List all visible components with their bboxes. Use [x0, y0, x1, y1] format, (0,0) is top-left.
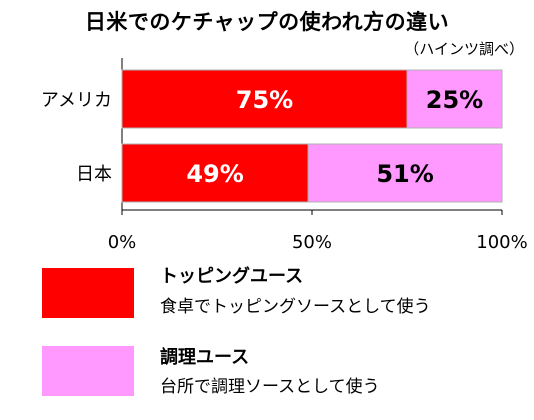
- x-tick-label: 0%: [108, 232, 137, 253]
- data-label: 51%: [376, 160, 433, 188]
- legend-swatch-cooking: [42, 346, 134, 396]
- data-label: 49%: [186, 160, 243, 188]
- bar-segment-topping: [121, 69, 408, 129]
- legend-label-topping: トッピングユース: [160, 266, 304, 287]
- bar-segment-cooking: [307, 143, 503, 203]
- chart-subtitle: （ハインツ調べ）: [404, 40, 524, 58]
- data-label: 25%: [426, 86, 483, 114]
- legend-desc-cooking: 台所で調理ソースとして使う: [160, 377, 380, 397]
- data-label: 75%: [236, 86, 293, 114]
- x-tick-label: 100%: [476, 232, 527, 253]
- x-tick-label: 50%: [292, 232, 332, 253]
- legend-desc-topping: 食卓でトッピングソースとして使う: [160, 297, 431, 317]
- stacked-bar-chart: 0% 50% 100% アメリカ 75% 25% 日本 49% 51%: [41, 58, 528, 253]
- legend-swatch-topping: [42, 268, 134, 318]
- category-label: 日本: [76, 164, 112, 185]
- bar-segment-cooking: [406, 69, 503, 129]
- chart-title: 日米でのケチャップの使われ方の違い: [84, 10, 450, 34]
- category-label: アメリカ: [41, 90, 112, 111]
- legend-label-cooking: 調理ユース: [160, 347, 250, 368]
